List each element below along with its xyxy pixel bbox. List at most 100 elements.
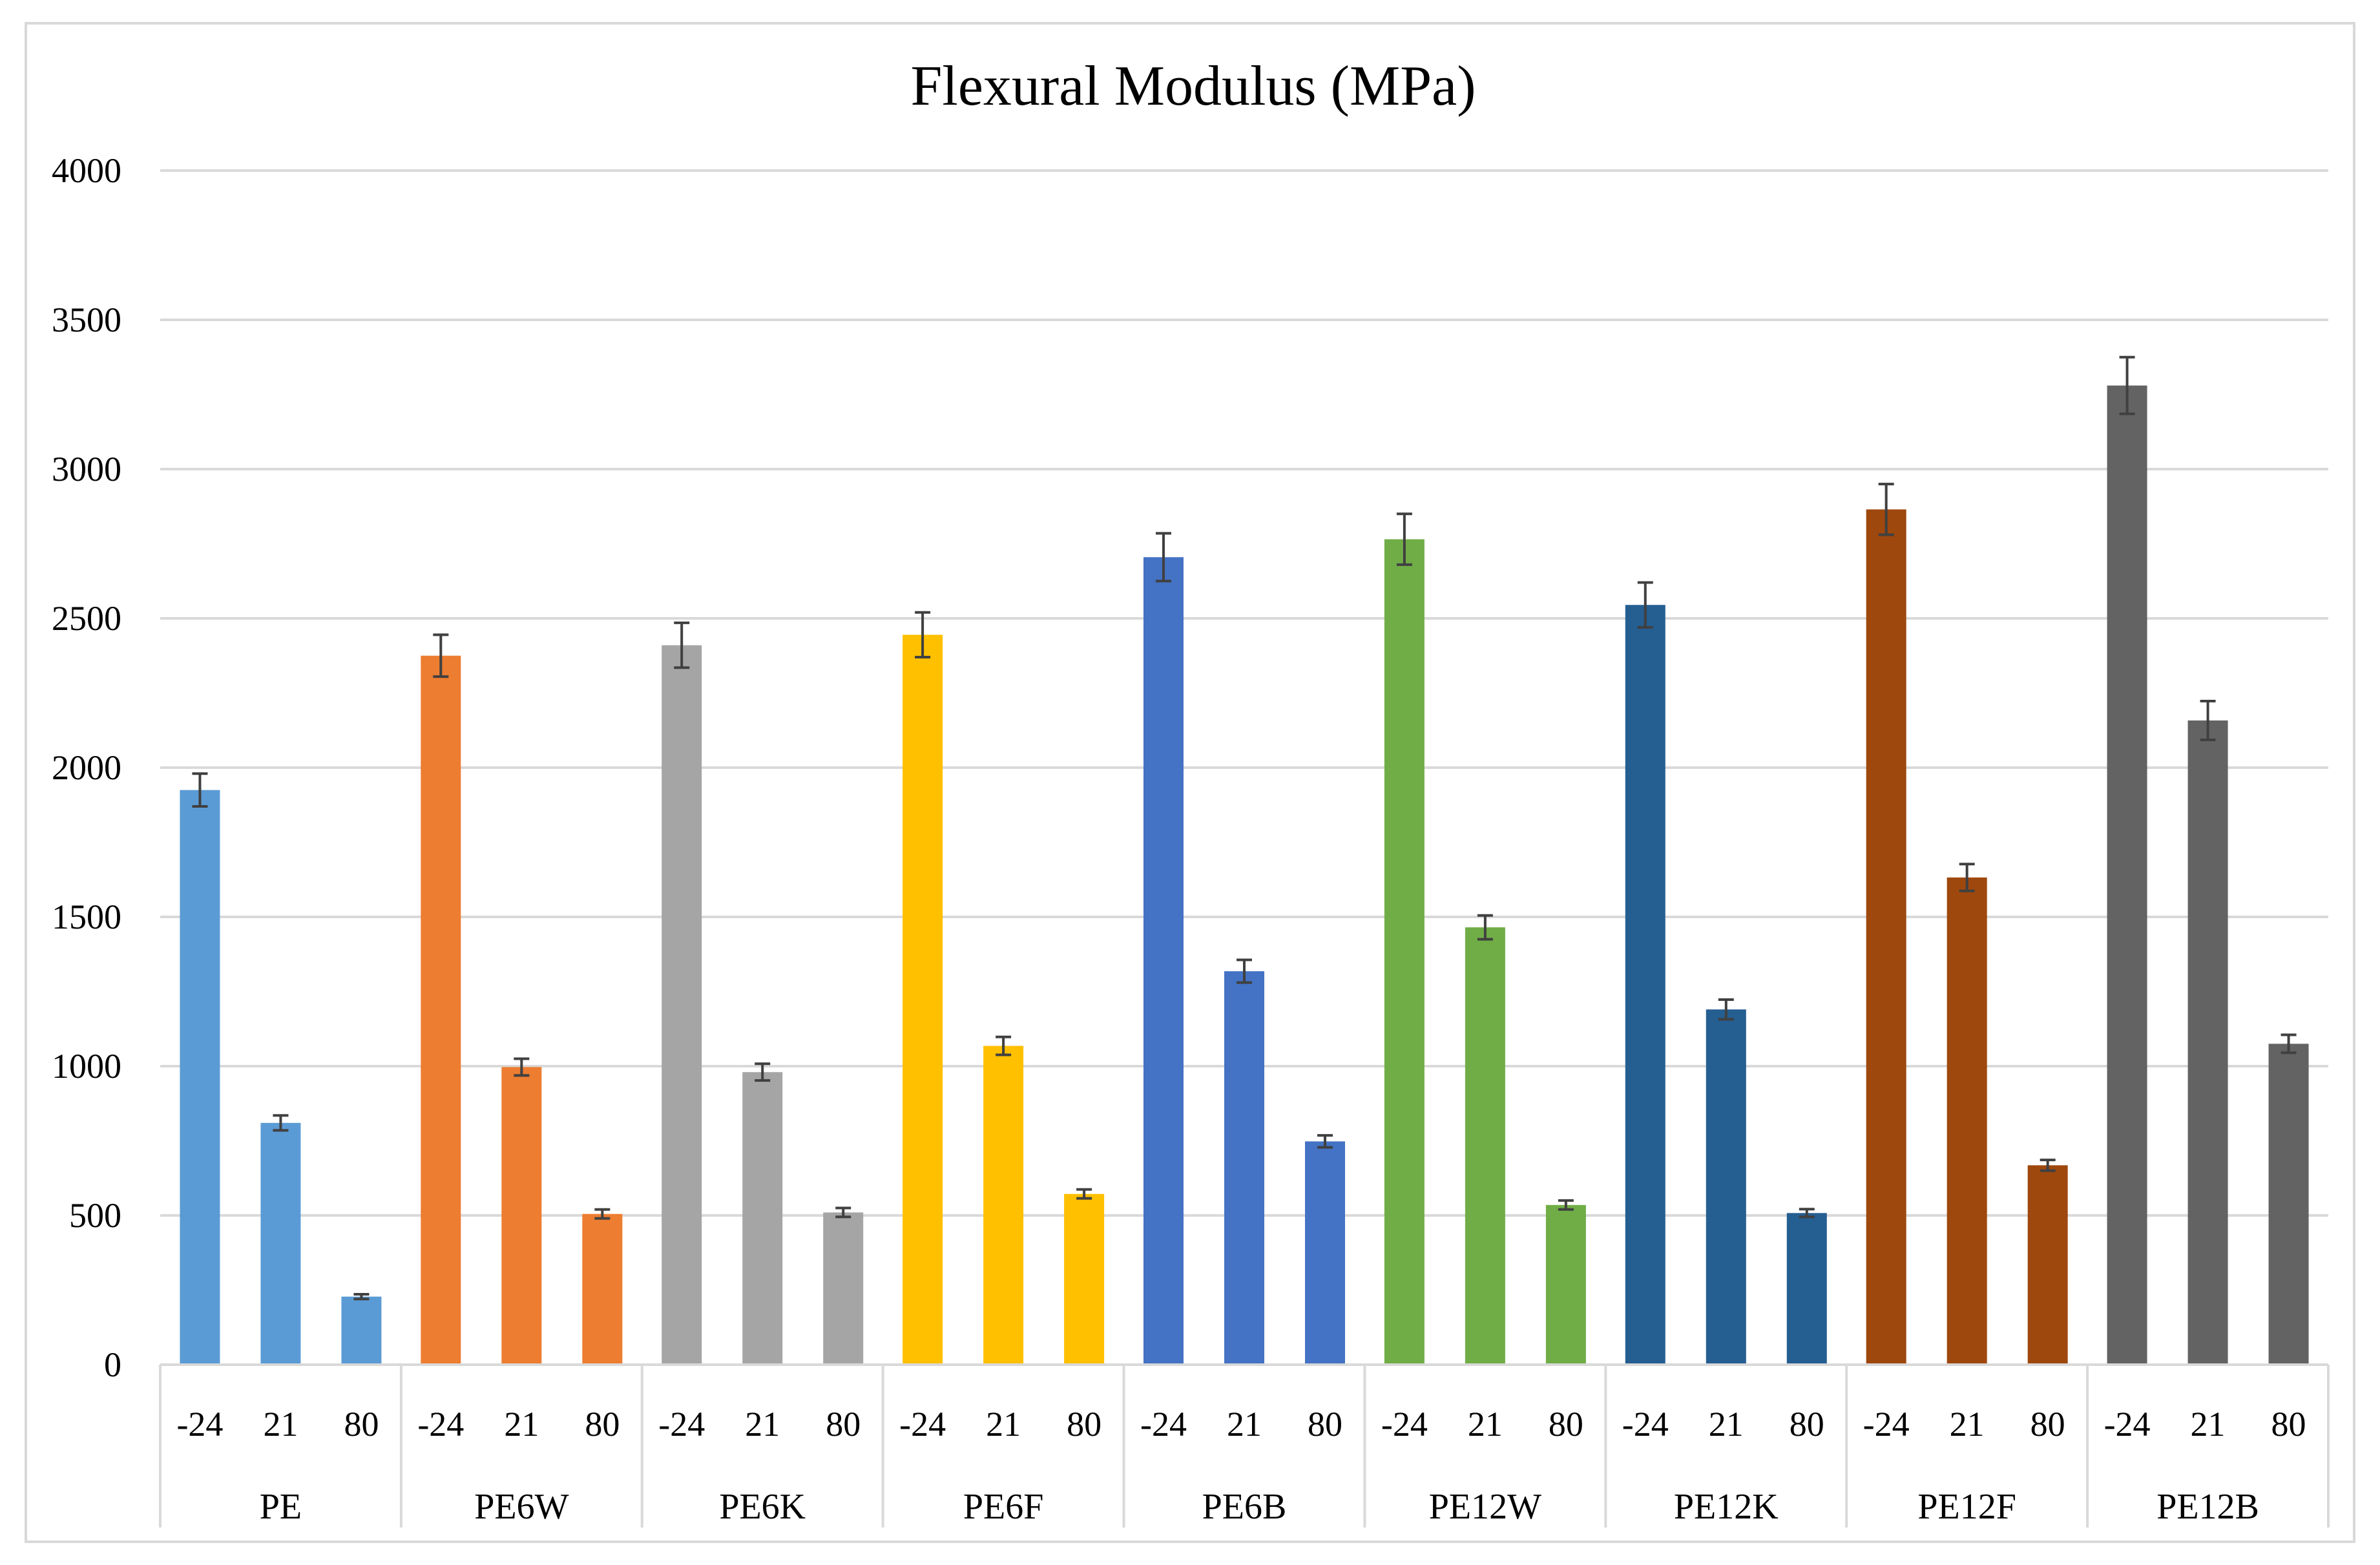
error-bar-pe12k-80 [1799, 1208, 1815, 1219]
x-tick-label-temperature: 21 [1950, 1405, 1985, 1444]
error-bar-pe6w--24 [433, 633, 449, 678]
x-tick-label-temperature: 80 [2030, 1405, 2065, 1444]
x-tick-label-temperature: 21 [1468, 1405, 1503, 1444]
bar-pe-80 [341, 1296, 382, 1365]
bar-pe12f--24 [1866, 509, 1906, 1365]
error-bar-pe6f-21 [996, 1035, 1012, 1056]
bar-pe12b--24 [2107, 385, 2147, 1365]
x-tick-label-temperature: 21 [2191, 1405, 2226, 1444]
error-bar-pe6k-80 [835, 1206, 851, 1219]
x-tick-label-temperature: 80 [826, 1405, 861, 1444]
bar-pe6k--24 [662, 645, 702, 1365]
x-tick-label-temperature: -24 [1622, 1405, 1669, 1444]
y-tick-label-0: 0 [104, 1345, 121, 1384]
bar-pe12f-80 [2027, 1165, 2068, 1365]
x-tick-label-temperature: -24 [1381, 1405, 1428, 1444]
x-category-label-pe6w: PE6W [474, 1487, 569, 1527]
error-bar-pe12b-80 [2281, 1033, 2297, 1055]
bar-pe6f--24 [903, 635, 943, 1365]
x-tick-label-temperature: -24 [176, 1405, 223, 1444]
error-bar-pe6f--24 [915, 611, 931, 659]
y-tick-label-1000: 1000 [52, 1047, 121, 1086]
bar-pe6w--24 [421, 655, 461, 1365]
bar-pe6f-21 [983, 1045, 1024, 1365]
x-tick-label-temperature: -24 [1863, 1405, 1910, 1444]
error-bar-pe6b--24 [1156, 532, 1171, 583]
x-tick-label-temperature: -24 [899, 1405, 946, 1444]
y-tick-label-3500: 3500 [52, 300, 121, 339]
y-tick-label-1500: 1500 [52, 898, 121, 936]
error-bar-pe6k--24 [674, 621, 690, 669]
bar-pe12w-80 [1545, 1204, 1586, 1365]
bar-pe-21 [260, 1122, 301, 1365]
x-tick-label-temperature: 80 [1308, 1405, 1342, 1444]
bar-pe12w--24 [1384, 539, 1425, 1365]
x-tick-label-temperature: 80 [1549, 1405, 1583, 1444]
bar-pe12f-21 [1947, 877, 1987, 1365]
x-axis [159, 1363, 2330, 1528]
x-tick-label-temperature: 80 [585, 1405, 620, 1444]
error-bar-pe12w--24 [1396, 512, 1412, 566]
x-tick-label-temperature: -24 [2104, 1405, 2151, 1444]
error-bar-pe12w-21 [1477, 914, 1493, 941]
x-tick-label-temperature: 80 [344, 1405, 379, 1444]
bar-pe12b-21 [2187, 720, 2228, 1365]
x-tick-label-temperature: -24 [417, 1405, 464, 1444]
x-tick-label-temperature: 21 [263, 1405, 298, 1444]
error-bar-pe12b-21 [2200, 699, 2216, 742]
bar-pe6b-21 [1224, 971, 1264, 1365]
bar-pe6b--24 [1143, 557, 1184, 1365]
error-bar-pe12k--24 [1637, 581, 1653, 629]
bars [180, 385, 2309, 1365]
bar-pe12k--24 [1625, 605, 1665, 1365]
x-tick-label-temperature: 80 [1067, 1405, 1101, 1444]
error-bar-pe6b-80 [1317, 1134, 1333, 1149]
x-tick-label-temperature: 21 [504, 1405, 539, 1444]
x-category-label-pe6k: PE6K [719, 1487, 806, 1527]
y-tick-label-3000: 3000 [52, 450, 121, 488]
bar-pe6w-80 [582, 1213, 623, 1365]
bar-pe12k-21 [1706, 1009, 1746, 1365]
error-bar-pe--24 [192, 772, 208, 808]
bar-pe6w-21 [501, 1067, 542, 1365]
error-bar-pe6f-80 [1076, 1188, 1092, 1200]
y-tick-label-2500: 2500 [52, 599, 121, 638]
error-bar-pe12f-80 [2040, 1159, 2056, 1172]
x-tick-label-temperature: 80 [2271, 1405, 2306, 1444]
y-tick-label-500: 500 [69, 1196, 121, 1235]
error-bar-pe6b-21 [1237, 958, 1252, 984]
x-tick-label-temperature: 21 [986, 1405, 1021, 1444]
error-bar-pe-21 [273, 1114, 289, 1132]
x-tick-label-temperature: 21 [745, 1405, 780, 1444]
x-category-label-pe12f: PE12F [1917, 1487, 2016, 1527]
bar-pe6f-80 [1064, 1193, 1105, 1365]
bar-pe12k-80 [1786, 1213, 1827, 1365]
x-category-label-pe12b: PE12B [2156, 1487, 2259, 1527]
x-tick-label-temperature: -24 [1140, 1405, 1187, 1444]
x-tick-label-temperature: 80 [1790, 1405, 1824, 1444]
error-bars [192, 355, 2297, 1301]
y-tick-label-4000: 4000 [52, 151, 121, 190]
x-category-label-pe6b: PE6B [1202, 1487, 1287, 1527]
error-bar-pe12b--24 [2119, 355, 2135, 415]
error-bar-pe12f-21 [1959, 863, 1975, 892]
chart-title: Flexural Modulus (MPa) [910, 55, 1476, 118]
bar-pe6k-80 [823, 1212, 864, 1365]
x-axis-labels: -24 21 80 PE -24 21 80 PE6W -24 21 80 PE6K -24 21 80 PE… [176, 1405, 2306, 1527]
error-bar-pe6k-21 [755, 1062, 771, 1082]
x-tick-label-temperature: -24 [658, 1405, 705, 1444]
x-category-label-pe12w: PE12W [1429, 1487, 1541, 1527]
x-category-label-pe6f: PE6F [963, 1487, 1044, 1527]
error-bar-pe12k-21 [1718, 998, 1734, 1021]
bar-pe--24 [180, 790, 220, 1365]
bar-pe6b-80 [1305, 1141, 1345, 1365]
bar-pe6k-21 [742, 1072, 783, 1365]
x-tick-label-temperature: 21 [1227, 1405, 1262, 1444]
error-bar-pe12f--24 [1878, 483, 1894, 536]
error-bar-pe12w-80 [1558, 1199, 1574, 1211]
error-bar-pe-80 [353, 1292, 370, 1301]
error-bar-pe6w-21 [514, 1057, 530, 1077]
y-tick-label-2000: 2000 [52, 748, 121, 787]
y-axis-tick-labels: 0 500 1000 1500 2000 2500 3000 3500 4000 [52, 151, 121, 1384]
